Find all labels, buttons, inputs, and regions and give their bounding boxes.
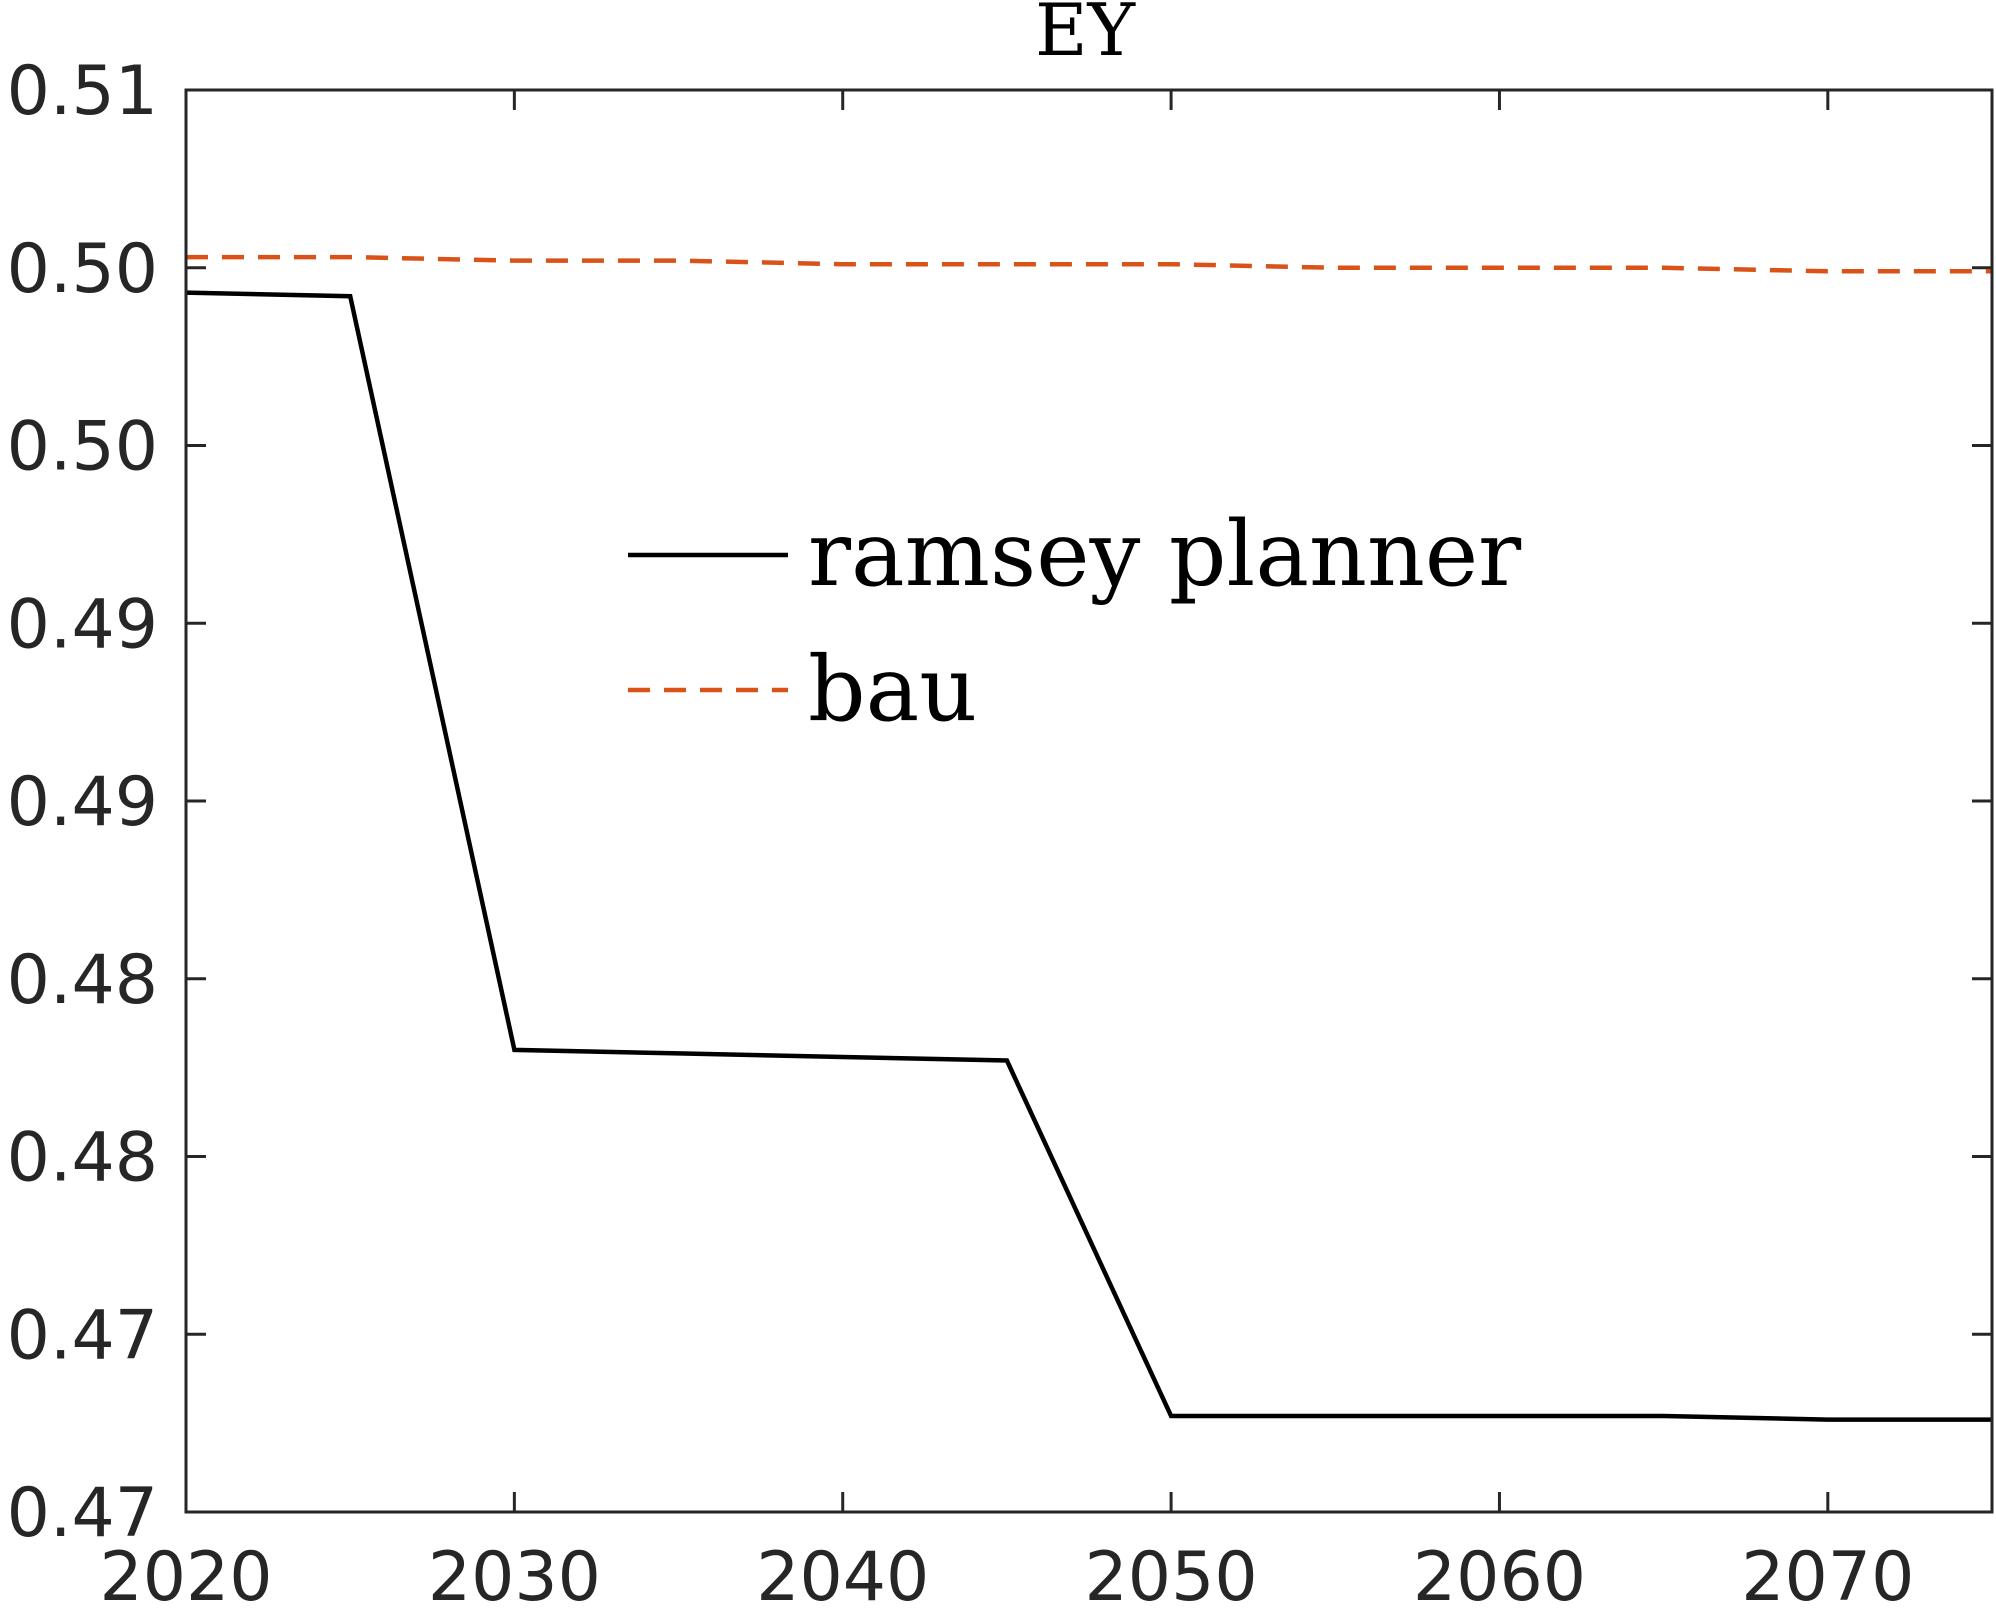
x-tick-label: 2040: [756, 1538, 929, 1612]
y-tick-label: 0.49: [7, 763, 158, 842]
y-tick-label: 0.48: [7, 1119, 158, 1198]
series-line-bau: [186, 254, 1992, 274]
chart-title: EY: [1035, 0, 1137, 72]
y-tick-label: 0.49: [7, 585, 158, 664]
y-tick-label: 0.47: [7, 1296, 158, 1375]
x-axis: 2020 2030 2040 2050 2060 2070: [99, 90, 1914, 1612]
y-tick-label: 0.47: [7, 1474, 158, 1553]
plot-series: [185, 254, 1992, 1422]
y-tick-label: 0.50: [7, 408, 158, 487]
y-tick-label: 0.48: [7, 941, 158, 1020]
y-tick-label: 0.50: [7, 230, 158, 309]
legend-label: bau: [808, 637, 977, 742]
y-axis: 0.47 0.47 0.48 0.48 0.49 0.49 0.50 0.50 0.51: [7, 52, 1992, 1553]
x-tick-label: 2020: [99, 1538, 272, 1612]
legend-label: ramsey planner: [808, 502, 1522, 607]
x-tick-label: 2070: [1741, 1538, 1914, 1612]
x-tick-label: 2060: [1413, 1538, 1586, 1612]
x-tick-label: 2050: [1085, 1538, 1258, 1612]
plot-area-frame: [184, 88, 1994, 1514]
legend: ramsey planner bau: [628, 502, 1522, 742]
x-tick-label: 2030: [428, 1538, 601, 1612]
y-tick-label: 0.51: [7, 52, 158, 131]
series-line-ramsey-planner: [185, 290, 1992, 1422]
